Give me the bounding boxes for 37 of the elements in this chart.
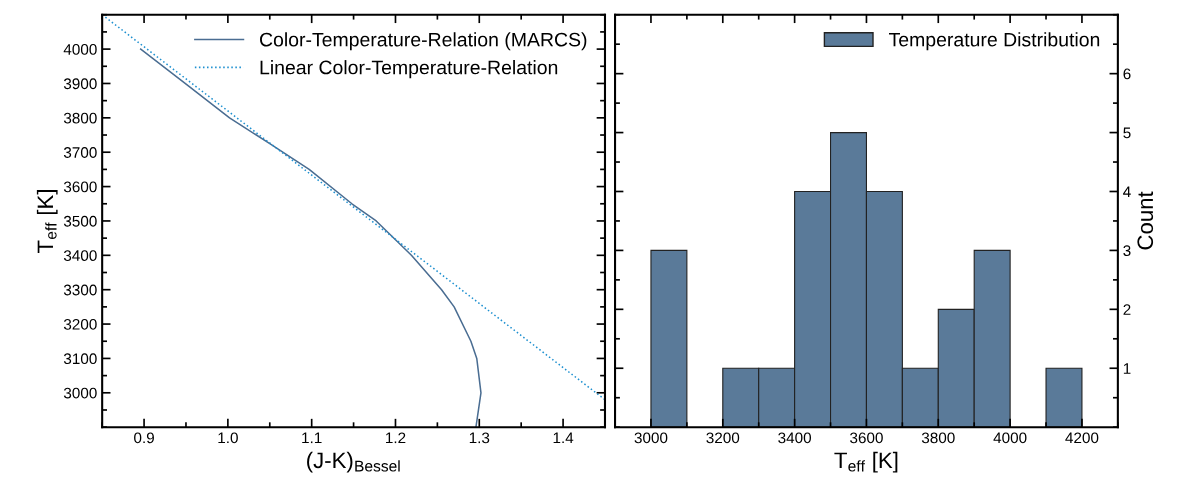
y-tick-label: 3500 [63,215,97,227]
x-tick-label: 4200 [1065,432,1099,444]
y-tick-label: 3700 [63,147,97,158]
x-tick-label: 1.3 [469,432,490,444]
x-tick-label: 3200 [706,432,740,444]
x-tick-label: 3800 [921,432,955,444]
x-tick-label: 3000 [634,432,668,444]
y-tick-label: 4000 [63,43,97,55]
x-tick-label: 1.4 [553,432,574,444]
x-tick-label: 1.1 [302,432,322,444]
y2-axis-title: Count [1137,191,1154,250]
x-tick-label: 4000 [993,432,1027,444]
y2-tick-label: 3 [1123,245,1131,257]
y2-tick-label: 4 [1123,186,1131,198]
legend-label: Linear Color-Temperature-Relation [260,60,558,79]
y-tick-label: 3300 [63,284,97,296]
y-tick-label: 3000 [63,387,97,399]
y-tick-label: 3900 [63,78,97,90]
x-tick-label: 0.9 [134,432,154,444]
legend-label: Temperature Distribution [889,32,1100,51]
legend-label: Color-Temperature-Relation (MARCS) [260,32,587,51]
x-tick-label: 3600 [850,432,883,444]
x-axis-title: (J-K)$_{Bessel}$ [307,451,400,473]
y-axis-title: T$_{eff}$ [K] [36,190,58,254]
y-tick-label: 3400 [63,250,97,262]
y2-tick-label: 6 [1123,68,1131,80]
y-tick-label: 3100 [63,353,97,365]
y-tick-label: 3800 [63,112,97,124]
x-tick-label: 1.2 [386,432,406,444]
y2-tick-label: 1 [1123,363,1131,374]
y-tick-label: 3600 [63,181,97,193]
x-axis-title: T$_{eff}$ [K] [834,451,898,473]
y-tick-label: 3200 [63,318,97,330]
y2-tick-label: 2 [1123,304,1131,315]
y2-tick-label: 5 [1123,127,1131,139]
x-tick-label: 3400 [778,432,812,444]
x-tick-label: 1.0 [218,432,238,444]
